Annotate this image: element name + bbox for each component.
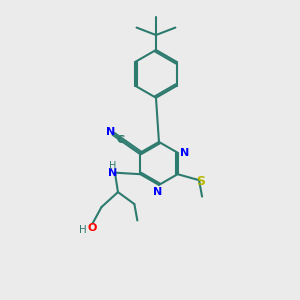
- Text: N: N: [108, 168, 117, 178]
- Text: N: N: [179, 148, 189, 158]
- Text: C: C: [116, 135, 124, 145]
- Text: N: N: [153, 187, 162, 196]
- Text: O: O: [88, 223, 97, 233]
- Text: H: H: [79, 225, 87, 235]
- Text: S: S: [196, 175, 205, 188]
- Text: H: H: [109, 161, 116, 171]
- Text: N: N: [106, 128, 115, 137]
